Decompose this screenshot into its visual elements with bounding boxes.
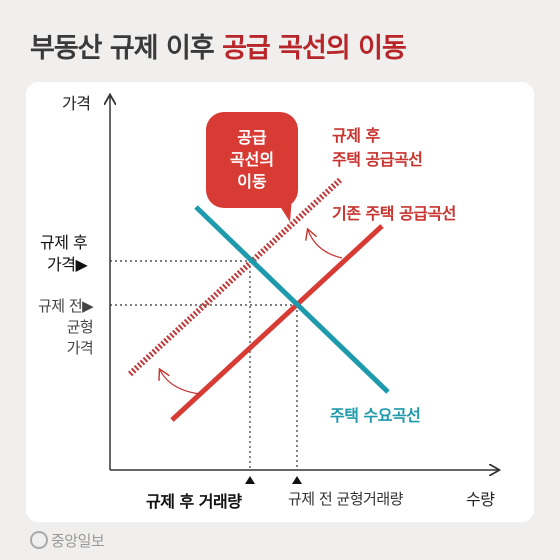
price-before-line1: 규제 전▶ bbox=[38, 297, 94, 315]
shift-callout: 공급 곡선의 이동 bbox=[206, 112, 298, 208]
shifted-supply-label-line2: 주택 공급곡선 bbox=[332, 150, 423, 169]
source-logo: 중앙일보 bbox=[30, 530, 105, 551]
page-title: 부동산 규제 이후 공급 곡선의 이동 bbox=[30, 26, 407, 65]
shift-arrow-lower bbox=[160, 370, 201, 395]
shifted-supply-label: 규제 후 주택 공급곡선 bbox=[332, 124, 423, 172]
shifted-supply-curve bbox=[127, 177, 343, 377]
title-main: 부동산 규제 이후 bbox=[30, 33, 223, 64]
original-supply-curve bbox=[170, 224, 384, 422]
qty-after-marker bbox=[245, 476, 255, 484]
qty-before-label: 규제 전 균형거래량 bbox=[288, 490, 403, 508]
price-after-line2: 가격▶ bbox=[47, 255, 88, 274]
price-before-line3: 가격 bbox=[66, 339, 94, 357]
demand-label: 주택 수요곡선 bbox=[330, 406, 421, 425]
price-before-line2: 균형 bbox=[66, 318, 94, 336]
qty-after-label: 규제 후 거래량 bbox=[146, 492, 242, 511]
price-after-label: 규제 후 가격▶ bbox=[40, 232, 88, 276]
price-before-label: 규제 전▶ 균형 가격 bbox=[38, 296, 94, 359]
demand-curve bbox=[194, 205, 390, 394]
shift-arrow-upper bbox=[308, 230, 343, 259]
price-after-line1: 규제 후 bbox=[40, 233, 88, 252]
y-axis-label: 가격 bbox=[62, 94, 91, 113]
qty-before-marker bbox=[292, 476, 302, 484]
callout-text: 공급 곡선의 이동 bbox=[229, 128, 275, 191]
logo-icon bbox=[30, 531, 48, 549]
x-axis-label: 수량 bbox=[466, 490, 495, 509]
logo-text: 중앙일보 bbox=[51, 532, 105, 550]
title-accent: 공급 곡선의 이동 bbox=[222, 33, 407, 64]
shifted-supply-label-line1: 규제 후 bbox=[332, 126, 380, 145]
original-supply-label: 기존 주택 공급곡선 bbox=[332, 204, 456, 223]
